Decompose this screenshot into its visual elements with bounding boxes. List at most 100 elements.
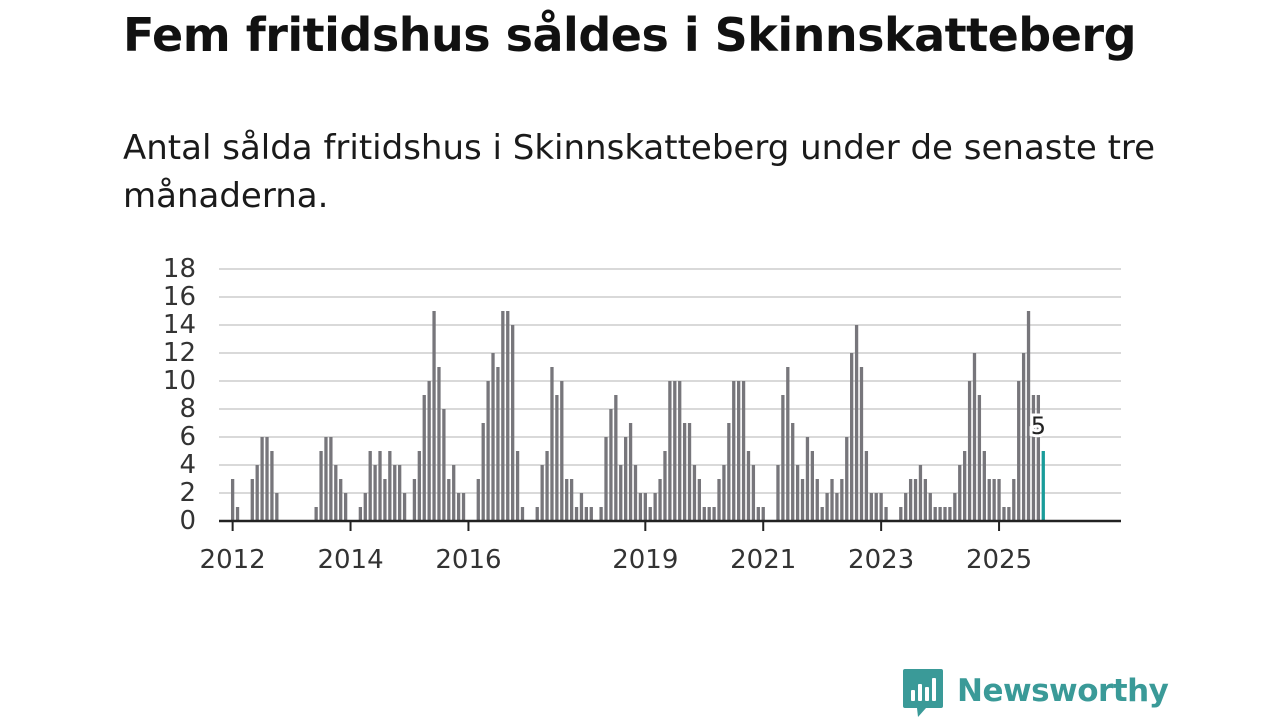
x-tick-label: 2021: [730, 545, 796, 575]
bar: [569, 479, 574, 521]
bar: [697, 479, 702, 521]
highlight-bar: [1041, 451, 1045, 521]
bar: [879, 493, 883, 521]
bar: [967, 381, 972, 521]
bar: [786, 367, 790, 521]
x-tick-label: 2014: [317, 545, 383, 575]
bar: [732, 381, 736, 521]
bar: [643, 493, 647, 521]
bar: [501, 311, 505, 521]
bar: [972, 353, 977, 521]
brand-name: Newsworthy: [957, 673, 1169, 709]
bar: [363, 493, 367, 521]
bar: [746, 451, 751, 521]
bar: [481, 423, 485, 521]
bar: [334, 465, 338, 521]
y-tick-label: 10: [163, 366, 196, 396]
bar: [609, 409, 613, 521]
y-tick-label: 6: [179, 422, 196, 452]
x-tick-label: 2019: [612, 545, 678, 575]
bar: [982, 451, 986, 521]
bar: [948, 507, 952, 521]
bar: [712, 507, 716, 521]
bar-series: [230, 311, 1045, 521]
bar: [707, 507, 711, 521]
bar: [648, 507, 652, 521]
bar: [938, 507, 942, 521]
bar: [599, 507, 603, 521]
bar: [776, 465, 780, 521]
bar: [589, 507, 593, 521]
bar: [515, 451, 520, 521]
latest-value-label: 5: [1031, 412, 1046, 440]
bar: [864, 451, 869, 521]
bar: [584, 507, 589, 521]
bar: [230, 479, 235, 521]
bar: [899, 507, 903, 521]
bar: [486, 381, 490, 521]
bar: [579, 493, 584, 521]
x-tick-label: 2012: [200, 545, 266, 575]
bar: [1012, 479, 1016, 521]
bar: [781, 395, 785, 521]
bar: [437, 367, 441, 521]
chart-title: Fem fritidshus såldes i Skinnskatteberg: [123, 8, 1137, 62]
bar: [825, 493, 829, 521]
bar: [1007, 507, 1011, 521]
bar: [800, 479, 805, 521]
bar: [535, 507, 539, 521]
bar: [628, 423, 633, 521]
chart-subtitle: Antal sålda fritidshus i Skinnskatteberg…: [123, 128, 1156, 216]
bar: [884, 507, 888, 521]
bar: [275, 493, 279, 521]
bar: [668, 381, 672, 521]
bar: [427, 381, 431, 521]
bar: [913, 479, 918, 521]
bar: [692, 465, 697, 521]
bar: [682, 423, 687, 521]
bar: [854, 325, 859, 521]
y-tick-label: 2: [179, 478, 196, 508]
bar: [751, 465, 756, 521]
bar: [722, 465, 726, 521]
bar: [653, 493, 657, 521]
bar: [393, 465, 397, 521]
bar: [904, 493, 908, 521]
bar: [270, 451, 274, 521]
bar: [432, 311, 436, 521]
bar: [953, 493, 957, 521]
bar: [447, 479, 451, 521]
bar: [574, 507, 579, 521]
bar: [378, 451, 382, 521]
bar: [869, 493, 873, 521]
bar: [756, 507, 760, 521]
x-tick-label: 2016: [435, 545, 501, 575]
bar: [874, 493, 878, 521]
bar: [555, 395, 559, 521]
bar: [687, 423, 692, 521]
newsworthy-chart-icon: [903, 669, 943, 717]
bar: [791, 423, 795, 521]
bar: [933, 507, 937, 521]
bar: [329, 437, 333, 521]
bar: [511, 325, 515, 521]
bar: [1036, 395, 1041, 521]
y-tick-label: 18: [163, 254, 196, 284]
bar: [339, 479, 343, 521]
bar: [702, 507, 706, 521]
bar: [452, 465, 456, 521]
bar: [373, 465, 377, 521]
x-tick-label: 2025: [966, 545, 1032, 575]
bar: [727, 423, 731, 521]
bar: [265, 437, 269, 521]
bar: [830, 479, 834, 521]
bar: [250, 479, 254, 521]
bar: [520, 507, 525, 521]
bar: [545, 451, 549, 521]
data-labels: 5: [1028, 409, 1049, 443]
bar: [658, 479, 662, 521]
bar: [845, 437, 849, 521]
bar: [398, 465, 402, 521]
bar: [737, 381, 741, 521]
bar: [314, 507, 318, 521]
